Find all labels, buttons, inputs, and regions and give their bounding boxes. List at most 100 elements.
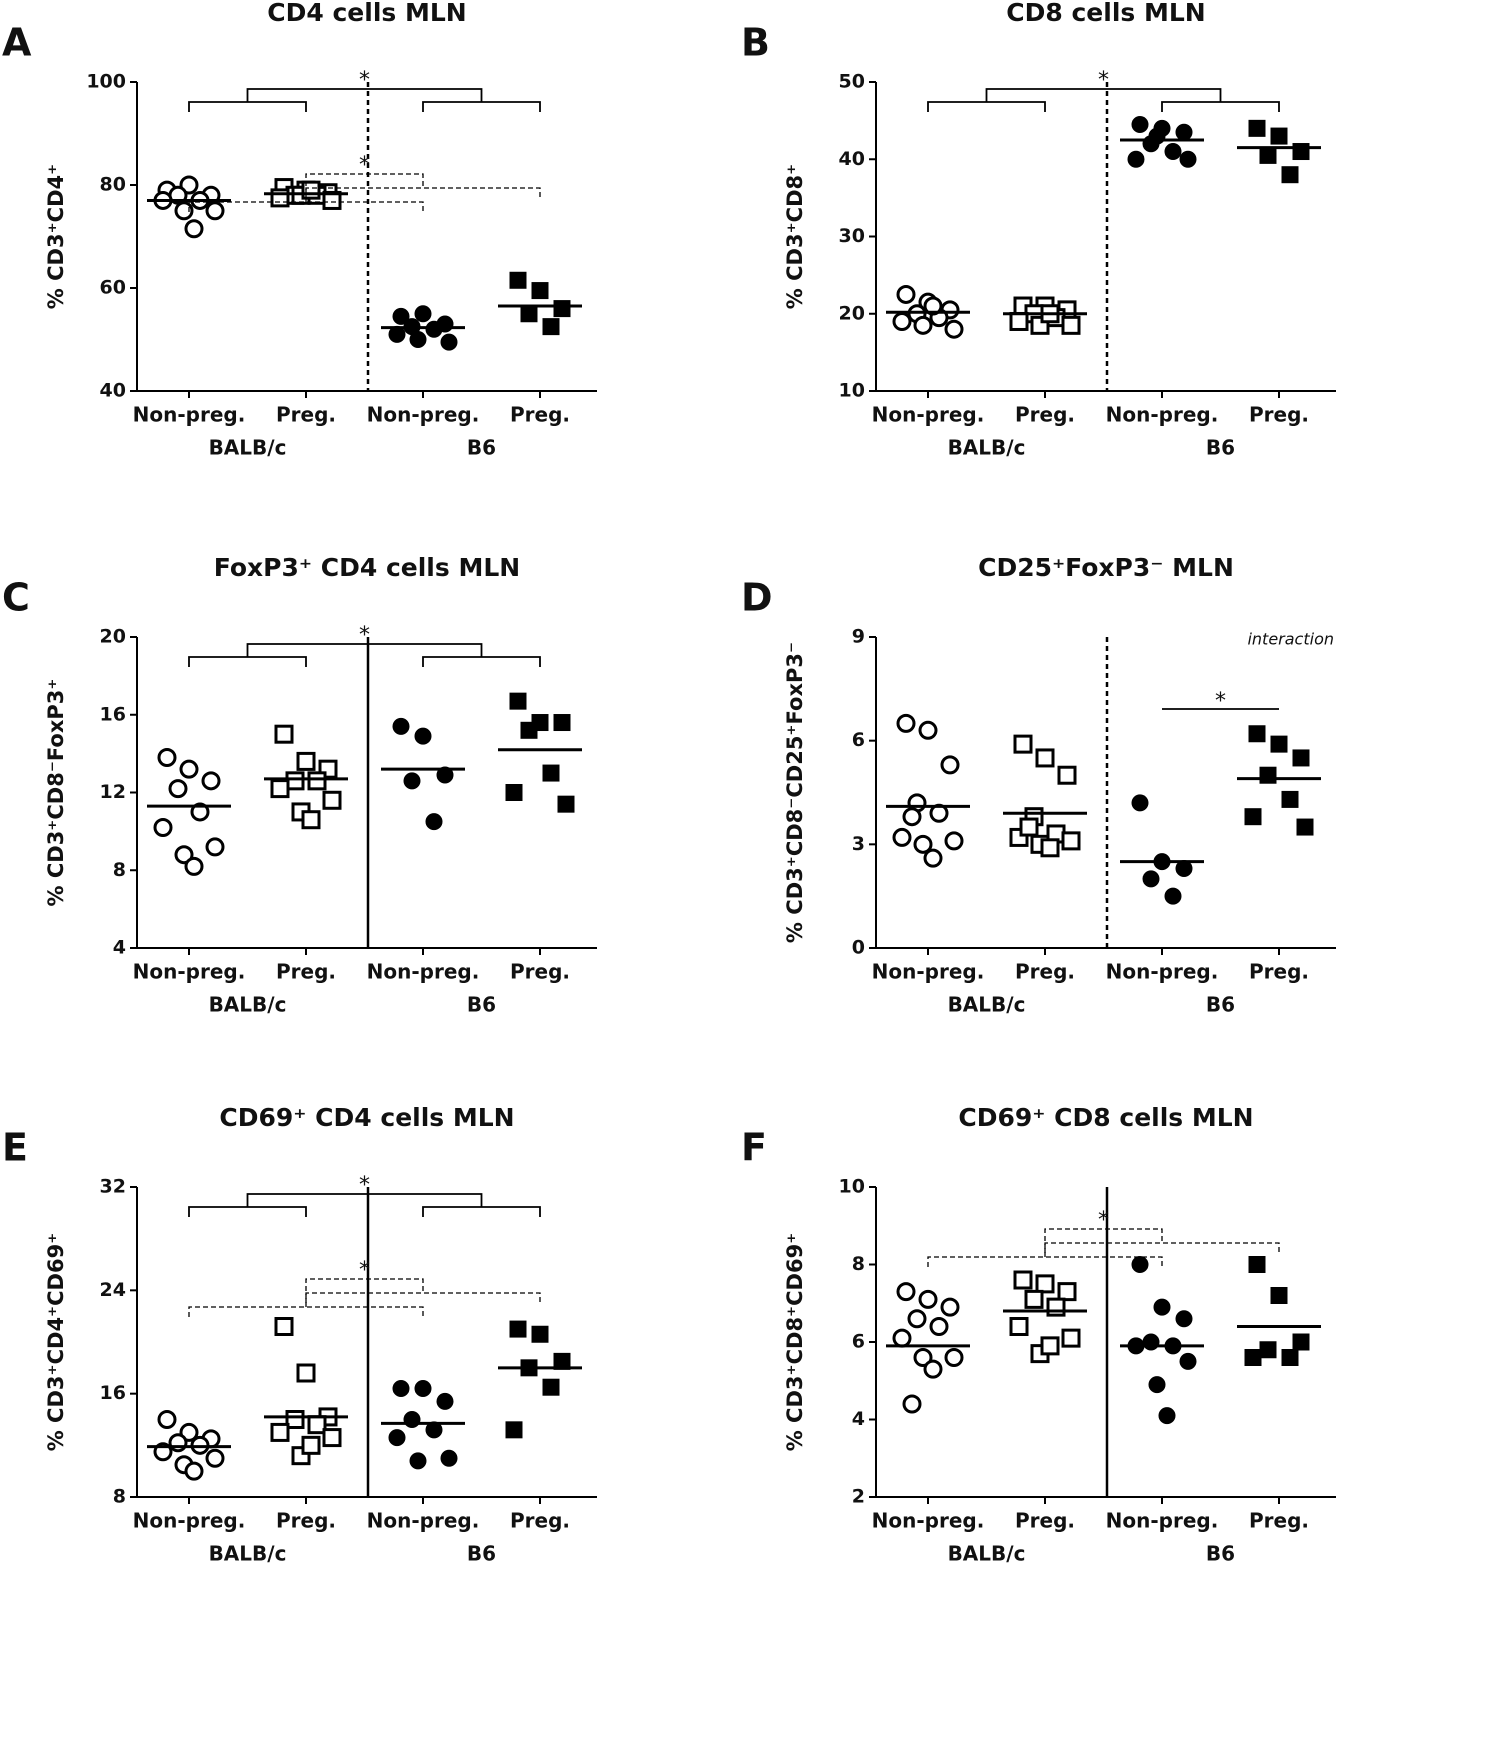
- point: [940, 755, 960, 775]
- point: [301, 1435, 321, 1455]
- point: [542, 1378, 560, 1396]
- bracket: [246, 643, 483, 657]
- significance: *: [359, 623, 370, 648]
- bracket: [1044, 1242, 1280, 1253]
- x-tick-label: Preg.: [1249, 403, 1309, 427]
- point: [307, 771, 327, 791]
- point: [896, 713, 916, 733]
- point: [1131, 115, 1149, 133]
- group-label: B6: [1206, 436, 1235, 460]
- significance: *: [359, 1173, 370, 1198]
- x-tick-label: Non-preg.: [367, 960, 480, 984]
- y-tick-label: 20: [839, 302, 865, 324]
- point: [553, 714, 571, 732]
- x-tick-label: Non-preg.: [872, 403, 985, 427]
- y-tick-label: 100: [86, 71, 126, 93]
- significance: *: [1215, 689, 1226, 714]
- point: [184, 856, 204, 876]
- point: [1148, 1376, 1166, 1394]
- point: [892, 311, 912, 331]
- x-tick-label: Preg.: [510, 403, 570, 427]
- panel: F CD69⁺ CD8 cells MLN % CD3⁺CD8⁺CD69⁺ 2 4 6 8 1…: [741, 1103, 1336, 1566]
- point: [436, 1392, 454, 1410]
- group-label: B6: [467, 993, 496, 1017]
- chart-title: FoxP3⁺ CD4 cells MLN: [214, 553, 520, 582]
- point: [179, 759, 199, 779]
- point: [274, 724, 294, 744]
- point: [1244, 808, 1262, 826]
- chart-title: CD4 cells MLN: [267, 0, 466, 27]
- y-tick-label: 6: [852, 729, 865, 751]
- chart-title: CD25⁺FoxP3⁻ MLN: [978, 553, 1234, 582]
- point: [1019, 817, 1039, 837]
- point: [1281, 166, 1299, 184]
- point: [168, 1433, 188, 1453]
- significance: *: [359, 1258, 370, 1283]
- point: [531, 1325, 549, 1343]
- bracket: [422, 1206, 541, 1217]
- point: [392, 307, 410, 325]
- y-tick-label: 4: [113, 937, 126, 959]
- point: [1057, 1282, 1077, 1302]
- point: [1259, 1341, 1277, 1359]
- bracket: [188, 1206, 307, 1217]
- point: [168, 779, 188, 799]
- point: [1179, 150, 1197, 168]
- x-tick-label: Preg.: [1249, 1509, 1309, 1533]
- point: [184, 219, 204, 239]
- point: [425, 813, 443, 831]
- point: [902, 807, 922, 827]
- x-tick-label: Non-preg.: [1106, 960, 1219, 984]
- x-tick-label: Non-preg.: [872, 960, 985, 984]
- point: [414, 1380, 432, 1397]
- point: [1281, 790, 1299, 808]
- y-tick-label: 4: [852, 1408, 865, 1430]
- bracket: [188, 101, 307, 112]
- point: [1248, 119, 1266, 137]
- x-tick-label: Preg.: [276, 1509, 336, 1533]
- x-tick-label: Non-preg.: [1106, 1509, 1219, 1533]
- bracket: [188, 656, 307, 667]
- point: [190, 802, 210, 822]
- point: [1046, 1297, 1066, 1317]
- point: [553, 1352, 571, 1370]
- chart-title: CD8 cells MLN: [1006, 0, 1205, 27]
- y-tick-label: 8: [113, 859, 126, 881]
- point: [520, 721, 538, 739]
- point: [1244, 1349, 1262, 1366]
- point: [1040, 1336, 1060, 1356]
- x-tick-label: Preg.: [276, 960, 336, 984]
- point: [201, 771, 221, 791]
- y-tick-label: 40: [839, 148, 865, 170]
- point: [392, 717, 410, 735]
- point: [1270, 127, 1288, 145]
- point: [1292, 749, 1310, 767]
- y-tick-label: 80: [100, 174, 126, 196]
- y-tick-label: 3: [852, 833, 865, 855]
- significance: *: [1098, 68, 1109, 93]
- y-axis-label: % CD3⁺CD8⁻FoxP3⁺: [44, 679, 68, 907]
- x-tick-label: Preg.: [276, 403, 336, 427]
- bracket: [422, 656, 541, 667]
- group-label: BALB/c: [209, 1542, 287, 1566]
- y-tick-label: 20: [100, 626, 126, 648]
- point: [1292, 143, 1310, 161]
- y-tick-label: 6: [852, 1331, 865, 1353]
- point: [542, 318, 560, 336]
- y-tick-label: 0: [852, 937, 865, 959]
- point: [913, 834, 933, 854]
- point: [1153, 1298, 1171, 1316]
- point: [923, 1359, 943, 1379]
- point: [1281, 1349, 1299, 1366]
- point: [913, 315, 933, 335]
- bracket: [927, 1256, 1163, 1267]
- y-axis-label: % CD3⁺CD4⁺CD69⁺: [44, 1233, 68, 1452]
- point: [388, 1429, 406, 1447]
- point: [403, 772, 421, 790]
- x-tick-label: Preg.: [1015, 960, 1075, 984]
- panel: D CD25⁺FoxP3⁻ MLN % CD3⁺CD8⁻CD25⁺FoxP3⁻ 0 3 6…: [741, 553, 1336, 1017]
- point: [1013, 1270, 1033, 1290]
- point: [923, 848, 943, 868]
- point: [896, 1282, 916, 1302]
